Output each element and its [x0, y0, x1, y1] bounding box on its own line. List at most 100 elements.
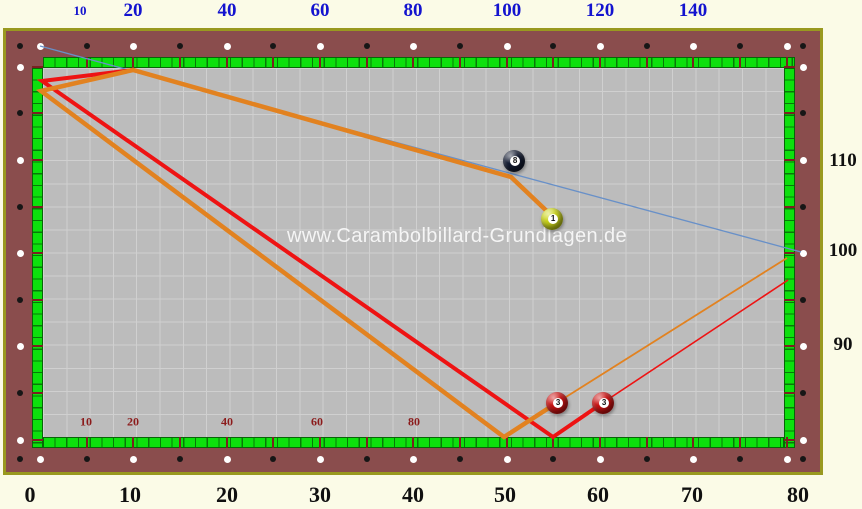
- cushion-tick: [319, 57, 321, 68]
- diamond-black: [84, 456, 90, 462]
- diamond-black: [737, 43, 743, 49]
- diamond-black: [800, 110, 806, 116]
- diamond-black: [457, 43, 463, 49]
- playing-surface: [43, 68, 784, 437]
- cushion-tick: [86, 57, 88, 68]
- cushion-tick: [32, 345, 43, 347]
- diamond-black: [800, 43, 806, 49]
- cushion-tick: [132, 57, 134, 68]
- bottom-axis-label: 0: [24, 482, 36, 507]
- right-axis-label: 100: [828, 240, 858, 261]
- diamond-black: [457, 456, 463, 462]
- ball-number: 3: [553, 398, 564, 408]
- top-axis-label: 80: [403, 0, 423, 21]
- bottom-axis-label: 50: [494, 482, 516, 507]
- top-axis-label: 100: [492, 0, 522, 21]
- top-axis-label: 40: [217, 0, 237, 21]
- cushion-tick: [32, 66, 43, 68]
- red-three-ball-right: 3: [592, 392, 614, 414]
- diamond-white: [316, 455, 324, 463]
- cushion-tick: [132, 437, 134, 448]
- cushion-tick: [599, 437, 601, 448]
- diamond-black: [17, 204, 23, 210]
- ball-number: 1: [548, 214, 559, 224]
- cushion-tick: [692, 57, 694, 68]
- cushion-tick: [599, 57, 601, 68]
- top-axis-label: 10: [73, 3, 87, 18]
- ball-number: 8: [510, 156, 521, 166]
- cushion-tick: [552, 437, 554, 448]
- cushion-tick: [179, 57, 181, 68]
- cushion-tick: [646, 437, 648, 448]
- diamond-black: [800, 204, 806, 210]
- diamond-black: [800, 297, 806, 303]
- cushion-tick: [784, 206, 795, 208]
- inner-scale-label: 60: [311, 414, 323, 429]
- cushion-tick: [784, 252, 795, 254]
- cushion-tick: [32, 392, 43, 394]
- diamond-white: [223, 455, 231, 463]
- cushion-left: [32, 68, 43, 448]
- diamond-black: [17, 43, 23, 49]
- cushion-top: [43, 57, 795, 68]
- bottom-axis-label: 60: [587, 482, 609, 507]
- inner-scale-label: 40: [221, 414, 233, 429]
- cushion-tick: [506, 57, 508, 68]
- cushion-tick: [226, 57, 228, 68]
- cushion-tick: [179, 437, 181, 448]
- diamond-white: [316, 42, 324, 50]
- top-axis-label: 120: [585, 0, 615, 21]
- top-axis-label: 140: [678, 0, 708, 21]
- cushion-tick: [784, 439, 795, 441]
- diamond-white: [799, 156, 807, 164]
- watermark-text: www.Carambolbillard-Grundlagen.de: [287, 225, 628, 247]
- top-axis-label: 20: [123, 0, 143, 21]
- diamond-white: [409, 42, 417, 50]
- inner-scale-label: 20: [127, 414, 139, 429]
- right-axis-label: 110: [829, 150, 857, 171]
- cushion-tick: [226, 437, 228, 448]
- diamond-white: [799, 436, 807, 444]
- cushion-tick: [32, 206, 43, 208]
- cushion-tick: [86, 437, 88, 448]
- diamond-black: [17, 110, 23, 116]
- diamond-white: [36, 455, 44, 463]
- inner-scale-label: 80: [408, 414, 420, 429]
- diamond-white: [16, 156, 24, 164]
- red-three-ball-left: 3: [546, 392, 568, 414]
- diamond-black: [364, 43, 370, 49]
- cushion-tick: [366, 57, 368, 68]
- cushion-tick: [32, 159, 43, 161]
- cushion-tick: [506, 437, 508, 448]
- cushion-tick: [786, 437, 788, 448]
- diamond-white: [16, 63, 24, 71]
- diamond-white: [36, 42, 44, 50]
- cushion-tick: [784, 66, 795, 68]
- diamond-black: [177, 456, 183, 462]
- bottom-axis-label: 10: [119, 482, 141, 507]
- cushion-tick: [739, 57, 741, 68]
- bottom-axis-label: 30: [309, 482, 331, 507]
- diamond-white: [689, 42, 697, 50]
- diamond-white: [503, 42, 511, 50]
- bottom-axis-label: 80: [787, 482, 809, 507]
- bottom-axis-label: 70: [681, 482, 703, 507]
- diamond-black: [800, 456, 806, 462]
- cushion-tick: [552, 57, 554, 68]
- cushion-tick: [32, 252, 43, 254]
- diamond-white: [783, 455, 791, 463]
- cushion-tick: [739, 437, 741, 448]
- diamond-black: [84, 43, 90, 49]
- bottom-axis-label: 20: [216, 482, 238, 507]
- cushion-tick: [32, 299, 43, 301]
- diamond-white: [16, 249, 24, 257]
- diamond-white: [129, 42, 137, 50]
- diamond-black: [644, 43, 650, 49]
- diamond-white: [799, 342, 807, 350]
- cushion-tick: [784, 345, 795, 347]
- diamond-white: [783, 42, 791, 50]
- diamond-black: [270, 43, 276, 49]
- diamond-white: [799, 63, 807, 71]
- cushion-tick: [272, 437, 274, 448]
- cushion-tick: [646, 57, 648, 68]
